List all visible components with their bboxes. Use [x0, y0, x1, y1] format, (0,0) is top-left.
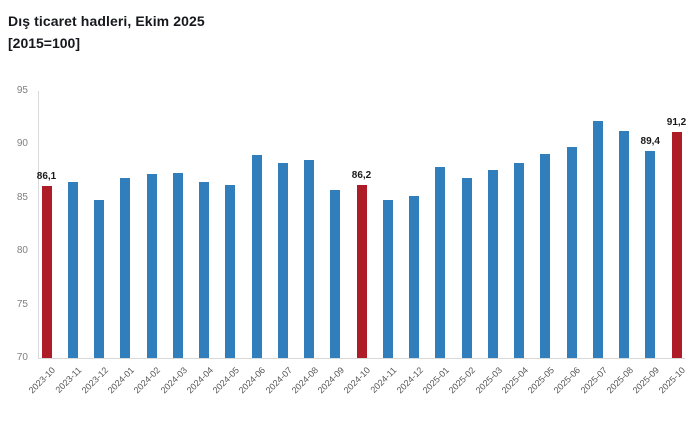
x-axis-label-2025-09: 2025-09 [630, 365, 662, 396]
bar-2024-06[interactable] [251, 155, 262, 358]
bar-2023-11[interactable] [67, 181, 78, 358]
x-axis-label-2024-02: 2024-02 [132, 365, 163, 396]
y-tick-label: 95 [16, 85, 28, 96]
x-axis-label-2024-09: 2024-09 [315, 365, 347, 396]
bar-2025-01[interactable] [435, 166, 446, 358]
bar-2024-09[interactable] [330, 190, 341, 358]
bar-value-label-2024-10: 86,2 [351, 169, 372, 181]
x-axis-label-2024-11: 2024-11 [368, 365, 399, 395]
bar-2025-09[interactable] [645, 150, 656, 358]
bar-2024-02[interactable] [146, 174, 157, 358]
x-axis-label-2025-02: 2025-02 [447, 365, 478, 396]
x-axis-label-2024-10: 2024-10 [342, 365, 373, 396]
x-axis-label-2023-10: 2023-10 [27, 365, 58, 396]
bar-2024-03[interactable] [172, 173, 183, 358]
x-axis-label-2023-11: 2023-11 [53, 365, 84, 395]
x-axis-label-2024-07: 2024-07 [263, 365, 294, 396]
bar-2024-04[interactable] [199, 181, 209, 358]
x-axis-label-2024-01: 2024-01 [105, 365, 137, 396]
plot-area: 86,1 86,2 89,4 91,2 [36, 91, 687, 359]
bar-2024-11[interactable] [382, 199, 393, 358]
bar-value-label-2025-09: 89,4 [640, 135, 660, 147]
y-tick-label: 90 [16, 138, 28, 150]
x-axis-label-2025-10: 2025-10 [657, 365, 688, 396]
bar-2025-02[interactable] [461, 177, 472, 358]
x-axis-label-2025-04: 2025-04 [499, 365, 531, 396]
x-axis-label-2025-05: 2025-05 [525, 365, 557, 396]
bar-2024-10[interactable] [356, 185, 367, 358]
y-tick-label: 75 [16, 298, 28, 310]
bar-2025-08[interactable] [619, 130, 629, 358]
chart-title: Dış ticaret hadleri, Ekim 2025 [8, 13, 205, 29]
bar-2024-12[interactable] [409, 195, 419, 358]
bar-2024-01[interactable] [120, 177, 131, 358]
bar-2025-06[interactable] [566, 146, 577, 358]
bar-2023-10[interactable] [41, 186, 52, 358]
bar-value-label-2023-10: 86,1 [36, 171, 57, 183]
bar-2024-05[interactable] [225, 185, 236, 358]
bar-2024-07[interactable] [277, 162, 288, 358]
x-axis-label-2024-06: 2024-06 [237, 365, 268, 396]
bar-2024-08[interactable] [304, 160, 314, 358]
x-axis-label-2024-04: 2024-04 [184, 365, 216, 396]
x-axis-label-2024-12: 2024-12 [394, 365, 426, 396]
x-axis-label-2024-03: 2024-03 [158, 365, 189, 396]
y-tick-label: 85 [16, 191, 28, 203]
bar-2025-03[interactable] [487, 170, 498, 358]
x-axis-label-2025-01: 2025-01 [420, 365, 452, 396]
bar-2023-12[interactable] [94, 199, 104, 358]
x-axis-label-2025-03: 2025-03 [473, 365, 504, 396]
x-axis-label-2024-05: 2024-05 [210, 365, 242, 396]
bar-2025-04[interactable] [514, 162, 524, 358]
x-axis-label-2024-08: 2024-08 [289, 365, 321, 396]
x-axis-label-2025-07: 2025-07 [578, 365, 609, 396]
bar-value-label-2025-10: 91,2 [666, 116, 687, 128]
bar-2025-10[interactable] [671, 131, 682, 358]
chart-subtitle: [2015=100] [8, 35, 81, 51]
x-axis-label-2025-08: 2025-08 [604, 365, 636, 396]
x-axis-label-2023-12: 2023-12 [79, 365, 111, 396]
x-axis: 2023-10 2023-11 2023-12 2024-01 2024-02 2024-… [27, 359, 688, 427]
y-tick-label: 80 [16, 245, 28, 257]
y-tick-label: 70 [16, 352, 28, 363]
y-axis: 95 90 85 80 75 70 [0, 0, 28, 427]
bar-2025-05[interactable] [540, 154, 551, 358]
bar-2025-07[interactable] [592, 120, 603, 358]
x-axis-label-2025-06: 2025-06 [552, 365, 583, 396]
